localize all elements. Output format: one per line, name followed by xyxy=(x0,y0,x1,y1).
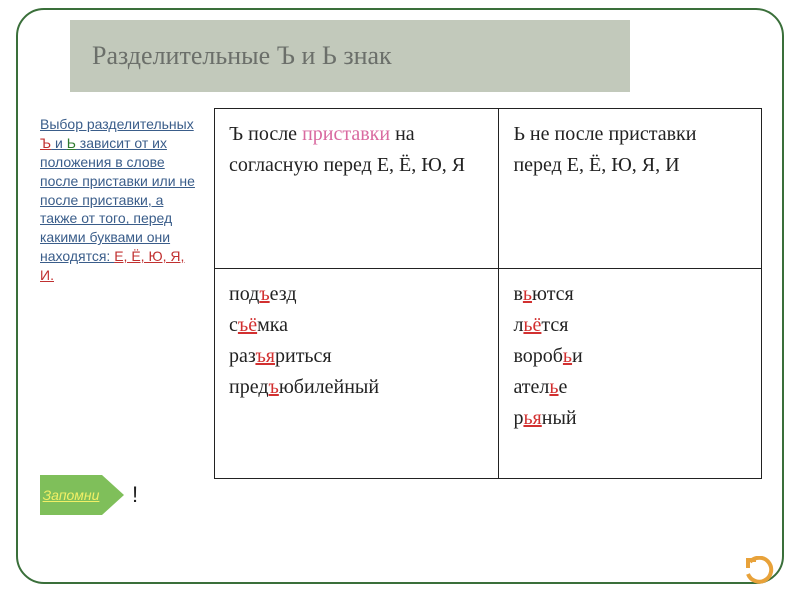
example-word: рьяный xyxy=(513,403,747,434)
r1c1-pink: приставки xyxy=(302,123,390,145)
note-text-mid: и xyxy=(51,135,67,151)
r1c1-p1: Ъ после xyxy=(229,123,302,145)
example-word: разъяриться xyxy=(229,341,484,372)
cell-soft-rule: Ь не после приставки перед Е, Ё, Ю, Я, И xyxy=(499,109,762,269)
note-hard-sign: Ъ xyxy=(40,135,51,151)
return-icon[interactable] xyxy=(744,556,774,586)
example-word: воробьи xyxy=(513,341,747,372)
r1c2: Ь не после приставки перед Е, Ё, Ю, Я, И xyxy=(513,123,696,176)
exclamation-mark: ! xyxy=(132,482,138,508)
example-word: ателье xyxy=(513,372,747,403)
example-word: подъезд xyxy=(229,279,484,310)
cell-hard-rule: Ъ после приставки на согласную перед Е, … xyxy=(215,109,499,269)
cell-soft-examples: вьютсяльётсяворобьиательерьяный xyxy=(499,269,762,479)
note-text-1: Выбор разделительных xyxy=(40,116,194,132)
example-word: съёмка xyxy=(229,310,484,341)
page-title: Разделительные Ъ и Ь знак xyxy=(92,41,392,71)
example-word: льётся xyxy=(513,310,747,341)
cell-hard-examples: подъездсъёмкаразъяритьсяпредъюбилейный xyxy=(215,269,499,479)
title-bar: Разделительные Ъ и Ь знак xyxy=(70,20,630,92)
side-note: Выбор разделительных Ъ и Ь зависит от их… xyxy=(40,115,200,285)
rules-table: Ъ после приставки на согласную перед Е, … xyxy=(214,108,762,479)
example-word: предъюбилейный xyxy=(229,372,484,403)
note-text-rest: зависит от их положения в слове после пр… xyxy=(40,135,195,264)
example-word: вьются xyxy=(513,279,747,310)
arrow-label: Запомни xyxy=(43,487,100,503)
remember-arrow[interactable]: Запомни xyxy=(40,475,102,515)
note-soft-sign: Ь xyxy=(67,135,76,151)
